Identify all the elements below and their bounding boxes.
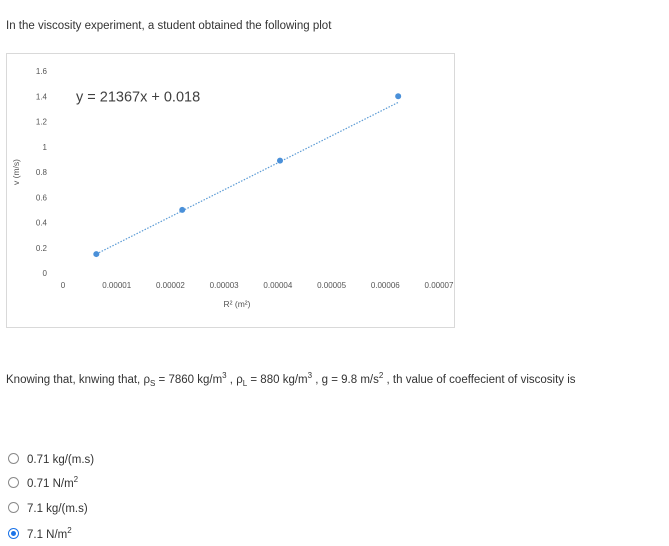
y-tick-label: 1.4 <box>36 92 48 101</box>
data-point <box>93 251 100 258</box>
question-part: , th value of coeffecient of viscosity i… <box>383 373 576 386</box>
radio-button[interactable] <box>8 476 19 488</box>
y-tick-label: 0.6 <box>36 193 48 202</box>
x-axis-label: R² (m²) <box>224 299 251 309</box>
answer-option-1[interactable]: 0.71 kg/(m.s) <box>8 451 94 466</box>
option-label: 7.1 N/m2 <box>27 526 72 541</box>
answer-option-3[interactable]: 7.1 kg/(m.s) <box>8 500 88 515</box>
intro-text: In the viscosity experiment, a student o… <box>6 20 332 32</box>
plot-figure: 0 0.2 0.4 0.6 0.8 1 1.2 1.4 1.6 0 0.00001 0.00002 0.… <box>6 53 455 328</box>
y-tick-label: 1 <box>43 143 48 152</box>
option-label: 7.1 kg/(m.s) <box>27 502 88 515</box>
radio-button[interactable] <box>8 452 19 464</box>
y-tick-label: 1.2 <box>36 118 48 127</box>
question-part: , ρ <box>226 373 243 386</box>
exponent: 2 <box>378 371 384 380</box>
x-tick-label: 0.00007 <box>425 281 454 290</box>
x-tick-label: 0.00006 <box>371 281 400 290</box>
trendline-equation: y = 21367x + 0.018 <box>76 89 200 105</box>
x-tick-label: 0.00005 <box>317 281 346 290</box>
x-tick-label: 0.00001 <box>102 281 131 290</box>
question-text: Knowing that, knwing that, ρS = 7860 kg/… <box>6 371 576 388</box>
option-label: 0.71 N/m2 <box>27 475 79 490</box>
question-part: Knowing that, knwing that, ρ <box>6 373 150 386</box>
x-tick-label: 0.00002 <box>156 281 185 290</box>
y-tick-label: 0.8 <box>36 168 48 177</box>
question-part: = 880 kg/m <box>247 373 308 386</box>
exponent: 3 <box>307 371 313 380</box>
y-axis-label: v (m/s) <box>11 159 21 185</box>
option-label: 0.71 kg/(m.s) <box>27 453 95 466</box>
data-point <box>277 157 284 164</box>
x-tick-label: 0 <box>61 281 66 290</box>
answer-option-4[interactable]: 7.1 N/m2 <box>8 526 72 541</box>
y-tick-label: 1.6 <box>36 67 48 76</box>
radio-button[interactable] <box>8 501 19 513</box>
answer-option-2[interactable]: 0.71 N/m2 <box>8 475 78 490</box>
trendline <box>96 101 399 255</box>
question-part: , g = 9.8 m/s <box>312 373 379 386</box>
exponent: 3 <box>222 371 227 380</box>
y-tick-label: 0.2 <box>36 244 48 253</box>
x-tick-label: 0.00004 <box>263 281 292 290</box>
data-point <box>395 93 402 100</box>
y-tick-label: 0.4 <box>36 219 48 228</box>
scatter-chart: 0 0.2 0.4 0.6 0.8 1 1.2 1.4 1.6 0 0.00001 0.00002 0.… <box>11 67 454 309</box>
y-tick-label: 0 <box>43 269 48 278</box>
rho-s-subscript: S <box>150 379 156 389</box>
radio-button[interactable] <box>8 527 19 539</box>
question-part: = 7860 kg/m <box>155 373 223 386</box>
rho-l-subscript: L <box>242 379 248 389</box>
x-tick-label: 0.00003 <box>210 281 239 290</box>
data-point <box>179 206 186 213</box>
